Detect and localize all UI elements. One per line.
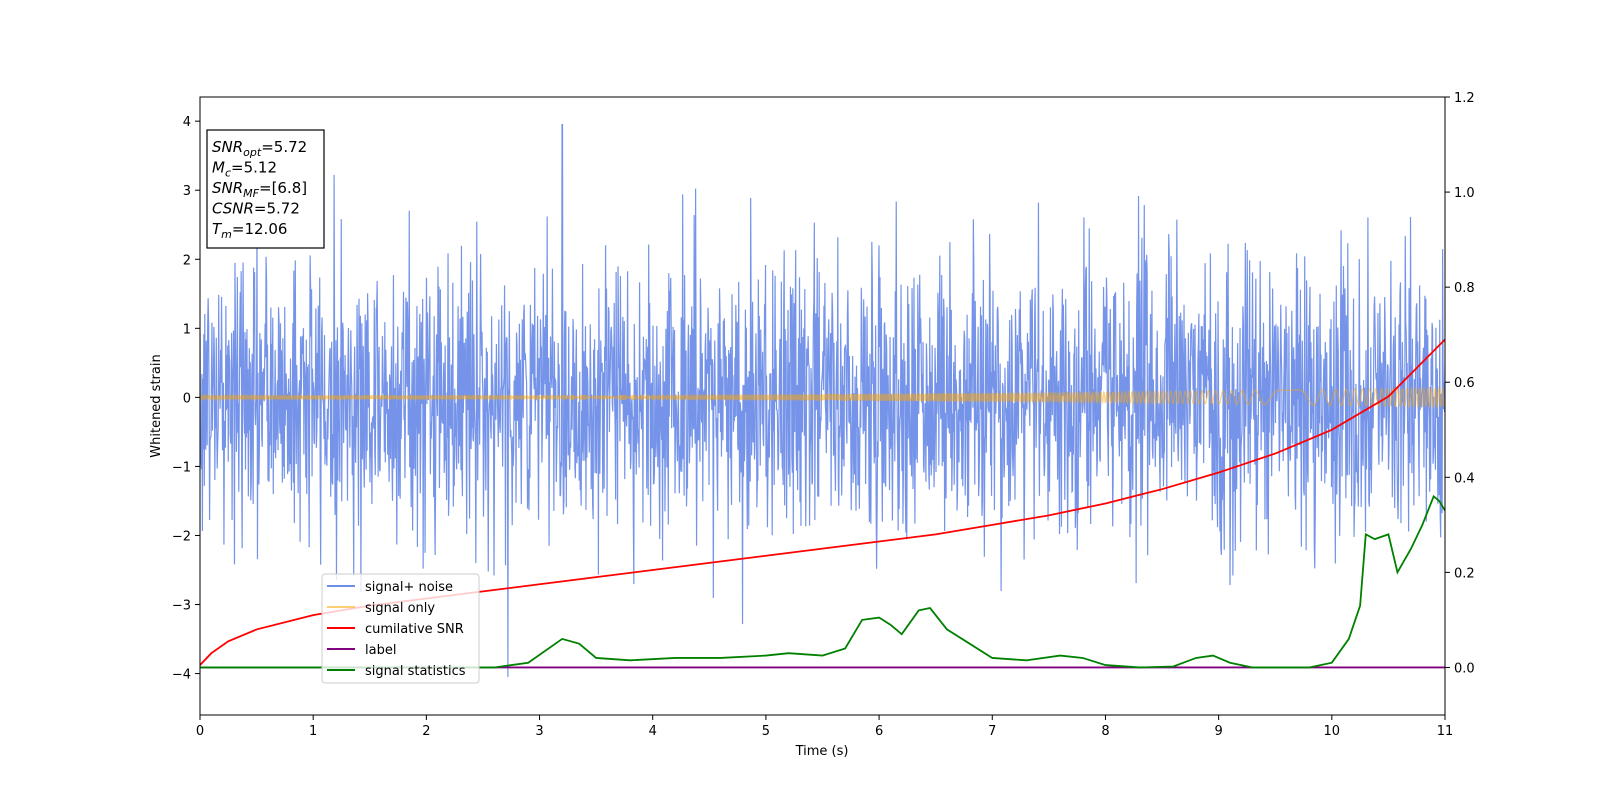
x-tick-label: 9 (1214, 724, 1222, 739)
legend-label: signal+ noise (365, 580, 453, 595)
series-signal-statistics-line (200, 494, 1445, 669)
x-tick-label: 3 (535, 724, 543, 739)
y-tick-label: 3 (183, 184, 191, 199)
legend-label: label (365, 643, 396, 658)
y-tick-label: −3 (172, 599, 191, 614)
y2-tick-label: 0.2 (1454, 566, 1475, 581)
y2-tick-label: 0.8 (1454, 281, 1475, 296)
info-box-line: Tm=12.06 (212, 220, 287, 241)
info-box-line: SNRopt=5.72 (212, 138, 307, 159)
x-tick-label: 10 (1324, 724, 1341, 739)
x-tick-label: 6 (875, 724, 883, 739)
y2-tick-label: 1.0 (1454, 186, 1475, 201)
x-tick-label: 1 (309, 724, 317, 739)
legend-label: signal statistics (365, 664, 466, 679)
x-tick-label: 8 (1101, 724, 1109, 739)
y-tick-label: 2 (183, 253, 191, 268)
y2-tick-label: 1.2 (1454, 91, 1475, 106)
y2-tick-label: 0.6 (1454, 376, 1475, 391)
series-cumilative-snr-line (200, 338, 1445, 666)
y-axis-label: Whitened strain (149, 354, 164, 457)
legend-label: signal only (365, 601, 435, 616)
axes-frame (199, 96, 1446, 716)
y-tick-label: −4 (172, 668, 191, 683)
y-tick-label: 4 (183, 115, 191, 130)
series-signal-only-line (200, 385, 1445, 409)
y-tick-label: −2 (172, 529, 191, 544)
y-tick-label: 1 (183, 322, 191, 337)
y-tick-label: −1 (172, 460, 191, 475)
legend: signal+ noise signal only cumilative SNR la… (321, 573, 480, 684)
series-signal-noise-line (200, 124, 1445, 678)
info-box-line: SNRMF=[6.8] (212, 179, 307, 200)
x-tick-label: 5 (762, 724, 770, 739)
y2-tick-label: 0.4 (1454, 471, 1475, 486)
x-axis-label: Time (s) (795, 744, 849, 759)
x-tick-label: 4 (649, 724, 657, 739)
legend-frame (321, 573, 480, 684)
x-tick-label: 11 (1437, 724, 1454, 739)
info-box-line: Mc=5.12 (212, 159, 277, 180)
legend-label: cumilative SNR (365, 622, 464, 637)
y2-tick-label: 0.0 (1454, 661, 1475, 676)
x-tick-label: 0 (196, 724, 204, 739)
y-tick-label: 0 (183, 391, 191, 406)
axes: 0 1 2 3 4 5 6 7 8 9 10 11 −4 −3 −2 −1 0 1 2 3 4 0.0 0.2 0.4 0.6 0… (172, 91, 1475, 739)
info-box-frame (206, 129, 325, 249)
x-tick-label: 7 (988, 724, 996, 739)
info-box-line: CSNR=5.72 (212, 200, 300, 218)
x-tick-label: 2 (422, 724, 430, 739)
